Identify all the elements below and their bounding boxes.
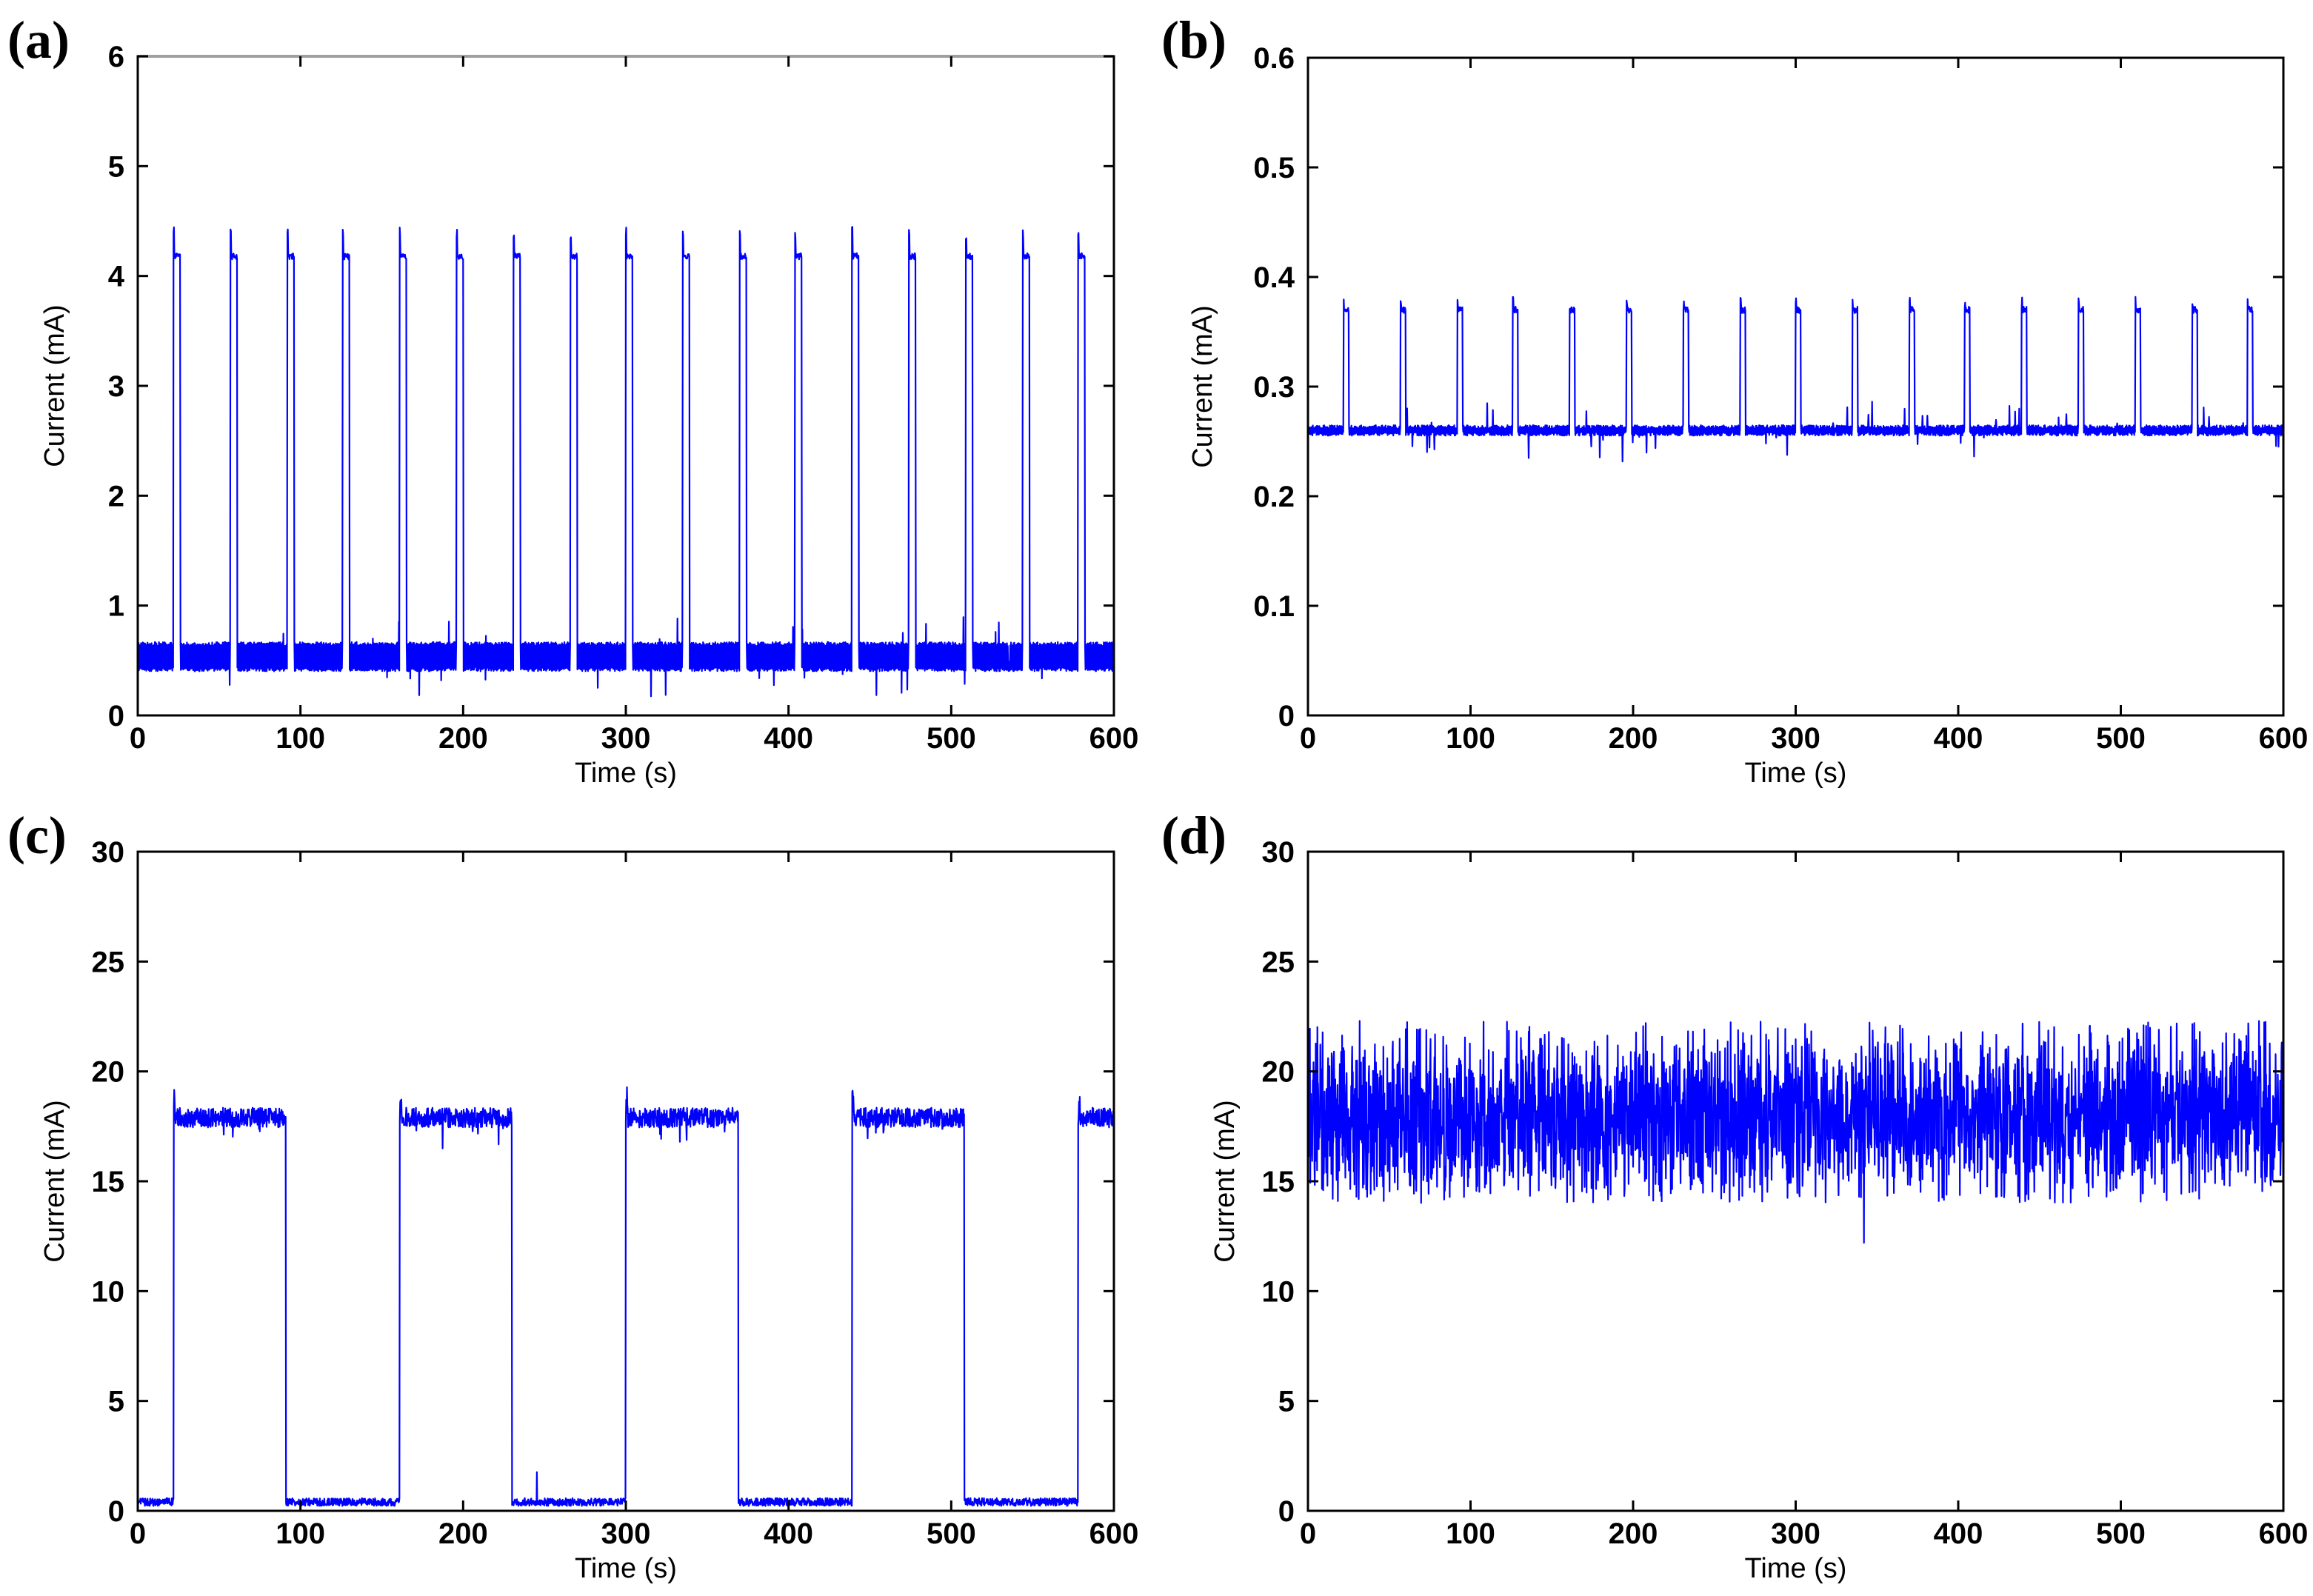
y-tick-label: 0.1 bbox=[1253, 590, 1295, 623]
plot-frame bbox=[1306, 850, 2285, 1512]
x-tick-label: 400 bbox=[764, 722, 813, 755]
x-tick-label: 600 bbox=[1089, 1517, 1139, 1550]
series-line bbox=[1308, 296, 2283, 463]
y-tick-label: 0 bbox=[1278, 700, 1295, 732]
x-tick-label: 600 bbox=[1089, 722, 1139, 755]
y-tick-label: 3 bbox=[108, 370, 124, 403]
y-tick-label: 5 bbox=[108, 1386, 124, 1418]
x-tick-label: 0 bbox=[1300, 722, 1316, 755]
y-axis-label: Current (mA) bbox=[39, 1100, 70, 1263]
y-tick-label: 0.3 bbox=[1253, 371, 1295, 404]
y-axis-label: Current (mA) bbox=[1209, 1100, 1241, 1263]
x-axis-label: Time (s) bbox=[575, 1553, 677, 1584]
x-tick-label: 300 bbox=[1771, 1517, 1820, 1550]
y-axis-label: Current (mA) bbox=[39, 304, 70, 467]
x-tick-label: 500 bbox=[2096, 722, 2146, 755]
panel-label: (b) bbox=[1161, 10, 1226, 70]
x-axis-label: Time (s) bbox=[1745, 1553, 1847, 1584]
x-tick-label: 400 bbox=[1934, 722, 1983, 755]
x-axis-label: Time (s) bbox=[1745, 758, 1847, 789]
panel-label: (d) bbox=[1161, 806, 1226, 865]
panel-a: 0 100 200 300 400 500 600 0 1 2 3 4 5 6 Time (s) Curren… bbox=[7, 10, 1138, 789]
x-tick-label: 200 bbox=[1609, 1517, 1658, 1550]
y-tick-label: 10 bbox=[1262, 1275, 1295, 1308]
series-line bbox=[138, 1086, 1114, 1507]
y-tick-label: 5 bbox=[108, 150, 124, 183]
x-tick-label: 600 bbox=[2259, 722, 2309, 755]
x-tick-label: 500 bbox=[927, 722, 976, 755]
x-tick-label: 100 bbox=[1446, 722, 1495, 755]
y-tick-label: 25 bbox=[1262, 946, 1295, 978]
x-tick-label: 400 bbox=[1934, 1517, 1983, 1550]
y-tick-label: 15 bbox=[1262, 1166, 1295, 1198]
x-tick-label: 0 bbox=[130, 1517, 146, 1550]
x-tick-label: 400 bbox=[764, 1517, 813, 1550]
y-axis-label: Current (mA) bbox=[1187, 305, 1218, 468]
y-tick-label: 20 bbox=[92, 1056, 125, 1089]
series-line bbox=[138, 226, 1114, 698]
y-tick-label: 20 bbox=[1262, 1056, 1295, 1089]
y-tick-label: 2 bbox=[108, 480, 124, 512]
y-tick-label: 4 bbox=[108, 261, 125, 293]
y-tick-label: 5 bbox=[1278, 1386, 1295, 1418]
x-tick-label: 200 bbox=[438, 722, 488, 755]
x-tick-label: 100 bbox=[1446, 1517, 1495, 1550]
x-tick-label: 0 bbox=[130, 722, 146, 755]
x-tick-label: 300 bbox=[601, 1517, 651, 1550]
panel-label: (c) bbox=[7, 806, 67, 865]
panel-d: 0 100 200 300 400 500 600 0 5 10 15 20 25 30 Time (s) C… bbox=[1161, 806, 2308, 1584]
x-tick-label: 500 bbox=[2096, 1517, 2146, 1550]
x-tick-label: 300 bbox=[601, 722, 651, 755]
y-tick-label: 10 bbox=[92, 1275, 125, 1308]
y-tick-label: 0 bbox=[108, 700, 124, 732]
y-tick-label: 6 bbox=[108, 41, 124, 73]
x-tick-label: 200 bbox=[438, 1517, 488, 1550]
x-axis-label: Time (s) bbox=[575, 758, 677, 789]
y-tick-label: 15 bbox=[92, 1166, 125, 1198]
x-tick-label: 300 bbox=[1771, 722, 1820, 755]
x-tick-label: 600 bbox=[2259, 1517, 2309, 1550]
panel-label: (a) bbox=[7, 10, 70, 70]
y-tick-label: 0.6 bbox=[1253, 42, 1295, 75]
y-tick-label: 0.2 bbox=[1253, 481, 1295, 513]
y-tick-label: 0 bbox=[1278, 1495, 1295, 1528]
x-tick-label: 200 bbox=[1609, 722, 1658, 755]
panel-b: 0 100 200 300 400 500 600 0 0.1 0.2 0.3 0.4 0.5 0.6 Ti… bbox=[1161, 10, 2308, 789]
x-tick-label: 100 bbox=[276, 722, 325, 755]
y-tick-label: 0 bbox=[108, 1495, 124, 1528]
series-line bbox=[1308, 1020, 2283, 1244]
x-tick-label: 100 bbox=[276, 1517, 325, 1550]
y-tick-label: 1 bbox=[108, 590, 124, 623]
x-tick-label: 500 bbox=[927, 1517, 976, 1550]
y-tick-label: 0.5 bbox=[1253, 152, 1295, 184]
panel-c: 0 100 200 300 400 500 600 0 5 10 15 20 25 30 Time (s) C… bbox=[7, 806, 1138, 1584]
y-tick-label: 0.4 bbox=[1253, 261, 1295, 294]
y-tick-label: 25 bbox=[92, 946, 125, 978]
y-tick-label: 30 bbox=[92, 836, 125, 869]
x-tick-label: 0 bbox=[1300, 1517, 1316, 1550]
y-tick-label: 30 bbox=[1262, 836, 1295, 869]
